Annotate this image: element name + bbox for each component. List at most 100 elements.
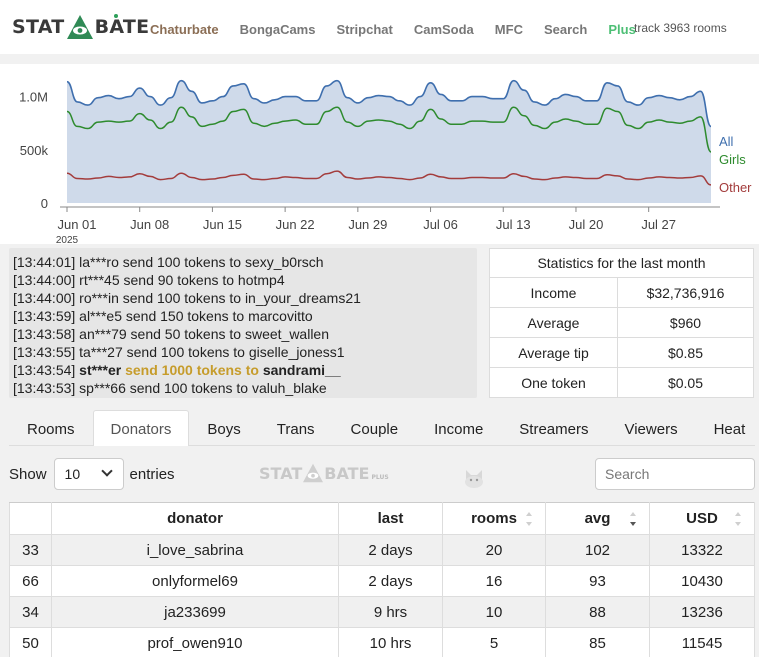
ticker-line: [13:44:01] la***ro send 100 tokens to se… <box>13 253 477 271</box>
table-header-row: donator last rooms avg USD <box>9 502 755 535</box>
series-line-all <box>66 79 712 128</box>
cell-rooms: 10 <box>442 596 546 628</box>
cat-icon <box>465 470 483 488</box>
legend-all[interactable]: All <box>719 134 734 149</box>
ticker-line: [13:43:53] sp***66 send 100 tokens to va… <box>13 379 477 397</box>
traffic-chart-svg: 0 500k 1.0M Jun 01 Jun 08 Jun 15 Jun 22 Jun 29 J… <box>19 79 720 244</box>
col-last[interactable]: last <box>338 502 443 535</box>
nav-camsoda[interactable]: CamSoda <box>413 22 474 37</box>
area-all <box>67 80 711 203</box>
tab-income[interactable]: Income <box>434 421 484 438</box>
y-tick-label: 1.0M <box>19 90 48 105</box>
nav-stripchat[interactable]: Stripchat <box>336 22 393 37</box>
nav-plus[interactable]: Plus <box>608 22 636 37</box>
table-row[interactable]: 34 ja233699 9 hrs 10 88 13236 <box>9 596 755 628</box>
ticker-text: [13:43:58] an***79 send 50 tokens to swe… <box>13 326 330 342</box>
entries-label: entries <box>129 465 175 483</box>
tab-couple[interactable]: Couple <box>350 421 399 438</box>
table-row[interactable]: 50 prof_owen910 10 hrs 5 85 11545 <box>9 627 755 657</box>
nav-bongacams[interactable]: BongaCams <box>239 22 316 37</box>
cell-rooms: 16 <box>442 565 546 597</box>
ticker-highlight: send 1000 tokens to <box>125 362 259 378</box>
x-tick-label: Jul 13 <box>496 217 531 232</box>
cell-donator[interactable]: prof_owen910 <box>51 627 339 657</box>
chevron-down-icon <box>100 465 113 477</box>
cell-avg: 88 <box>545 596 650 628</box>
stats-label: One token <box>489 367 618 398</box>
col-last-label: last <box>377 510 404 527</box>
col-index[interactable] <box>9 502 52 535</box>
watermark-text-left: STAT <box>259 463 303 483</box>
tab-trans[interactable]: Trans <box>276 421 315 438</box>
ticker-line: [13:43:54] st***er send 1000 tokens to s… <box>13 361 477 379</box>
cell-last: 10 hrs <box>338 627 443 657</box>
tab-donators[interactable]: Donators <box>92 410 190 446</box>
col-usd[interactable]: USD <box>649 502 755 535</box>
legend-other[interactable]: Other <box>719 180 752 195</box>
logo-dot <box>114 14 118 18</box>
stats-value: $0.85 <box>617 337 754 368</box>
sort-desc-icon <box>630 512 637 526</box>
cell-last: 9 hrs <box>338 596 443 628</box>
table-row[interactable]: 66 onlyformel69 2 days 16 93 10430 <box>9 565 755 597</box>
cell-usd: 13322 <box>649 534 755 566</box>
col-donator-label: donator <box>167 510 223 527</box>
logo-text-left: STAT <box>12 16 65 38</box>
ticker-text: [13:43:54] <box>13 362 80 378</box>
table-row[interactable]: 33 i_love_sabrina 2 days 20 102 13322 <box>9 534 755 566</box>
cell-donator[interactable]: i_love_sabrina <box>51 534 339 566</box>
cell-donator[interactable]: onlyformel69 <box>51 565 339 597</box>
stats-value: $32,736,916 <box>617 277 754 308</box>
ticker-text: [13:43:53] sp***66 send 100 tokens to va… <box>13 380 327 396</box>
ticker-line: [13:44:00] rt***45 send 90 tokens to hot… <box>13 271 477 289</box>
col-donator[interactable]: donator <box>51 502 339 535</box>
legend-girls[interactable]: Girls <box>719 152 746 167</box>
cell-donator[interactable]: ja233699 <box>51 596 339 628</box>
donators-table: donator last rooms avg USD 33 i_love_sab… <box>9 502 755 657</box>
search-input[interactable] <box>595 458 755 490</box>
ticker-text: [13:44:01] la***ro send 100 tokens to se… <box>13 254 324 270</box>
ticker-target: sandrami__ <box>262 362 341 378</box>
ticker-text: [13:44:00] rt***45 send 90 tokens to hot… <box>13 272 285 288</box>
nav-search[interactable]: Search <box>543 22 588 37</box>
ticker-line: [13:44:00] ro***in send 100 tokens to in… <box>13 289 477 307</box>
tab-bar: Rooms Donators Boys Trans Couple Income … <box>9 410 755 475</box>
entries-select[interactable]: 10 <box>53 458 124 490</box>
tab-rooms[interactable]: Rooms <box>27 421 75 438</box>
ticker-text: [13:43:55] ta***27 send 100 tokens to gi… <box>13 344 345 360</box>
show-label: Show <box>9 465 47 483</box>
series-line-girls <box>66 106 712 153</box>
logo-text-right: BATE <box>94 16 150 38</box>
ticker-text: [13:43:59] al***e5 send 150 tokens to ma… <box>13 308 313 324</box>
tab-heat-map[interactable]: Heat map <box>713 421 746 475</box>
stats-title: Statistics for the last month <box>489 248 754 278</box>
cell-last: 2 days <box>338 565 443 597</box>
col-avg-label: avg <box>584 510 611 527</box>
ticker-user: st***er <box>79 362 122 378</box>
col-rooms[interactable]: rooms <box>442 502 546 535</box>
watermark-plus: PLUS <box>371 473 389 481</box>
cell-index: 34 <box>9 596 52 628</box>
nav-chaturbate[interactable]: Chaturbate <box>150 22 219 37</box>
watermark-text-right: BATE <box>324 463 370 483</box>
cell-last: 2 days <box>338 534 443 566</box>
cell-rooms: 20 <box>442 534 546 566</box>
col-avg[interactable]: avg <box>545 502 650 535</box>
tab-viewers[interactable]: Viewers <box>624 421 678 438</box>
ticker-line: [13:43:59] al***e5 send 150 tokens to ma… <box>13 307 477 325</box>
series-line-other <box>66 170 712 186</box>
cell-avg: 102 <box>545 534 650 566</box>
monthly-stats-table: Statistics for the last month Income $32,… <box>489 248 754 398</box>
cell-usd: 13236 <box>649 596 755 628</box>
tab-streamers[interactable]: Streamers <box>519 421 589 438</box>
stats-label: Average <box>489 307 618 338</box>
nav-mfc[interactable]: MFC <box>494 22 523 37</box>
logo[interactable]: STAT BATE <box>12 13 149 41</box>
cell-rooms: 5 <box>442 627 546 657</box>
traffic-chart: 0 500k 1.0M Jun 01 Jun 08 Jun 15 Jun 22 Jun 29 J… <box>0 64 759 244</box>
tab-boys[interactable]: Boys <box>207 421 241 438</box>
cell-usd: 11545 <box>649 627 755 657</box>
ticker-text: [13:44:00] ro***in send 100 tokens to in… <box>13 290 361 306</box>
y-tick-label: 0 <box>41 196 48 211</box>
eye-triangle-icon <box>66 15 93 39</box>
